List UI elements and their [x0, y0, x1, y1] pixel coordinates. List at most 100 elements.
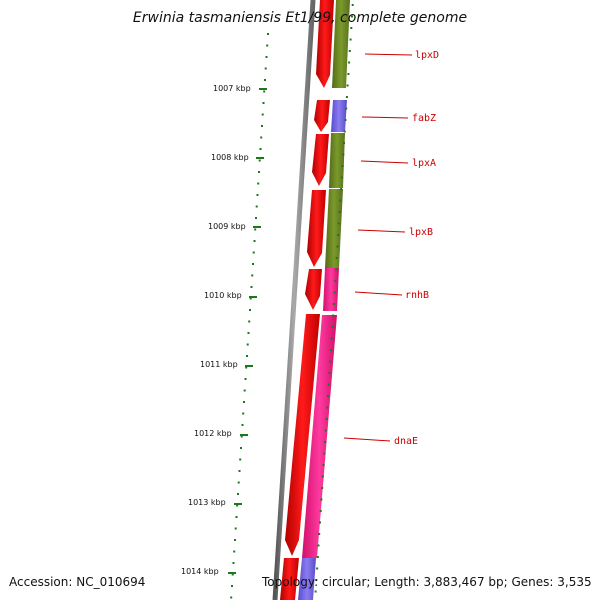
outer-dot — [337, 234, 340, 236]
scale-dot — [244, 378, 247, 380]
outer-dot — [328, 372, 331, 374]
genome-summary-text: Topology: circular; Length: 3,883,467 bp… — [262, 575, 592, 589]
scale-dot — [243, 389, 246, 392]
outer-dot — [335, 257, 338, 259]
outer-dot — [347, 73, 350, 75]
outer-dot — [351, 15, 353, 18]
outer-dot — [348, 50, 351, 52]
outer-dot — [346, 84, 349, 87]
scale-dot — [249, 309, 251, 311]
outer-dot — [322, 464, 325, 466]
scale-dot — [239, 458, 242, 461]
leader-line-lpxD — [364, 53, 413, 56]
scale-label-1011: 1011 kbp — [200, 360, 238, 369]
scale-dot — [250, 286, 253, 288]
scale-dot — [238, 470, 241, 472]
gene-labels: lpxD fabZ lpxA lpxB rnhB dnaE — [394, 50, 439, 447]
scale-dot — [240, 435, 243, 438]
scale-label-1010: 1010 kbp — [204, 291, 242, 300]
feature-olive-top — [332, 0, 350, 88]
outer-dot — [340, 188, 343, 190]
outer-dot — [326, 406, 329, 409]
feature-purple-fabZ — [331, 100, 347, 132]
leader-line-lpxA — [360, 160, 409, 164]
cds-block-bottom — [280, 558, 299, 600]
outer-dot — [350, 27, 353, 29]
scale-dot — [234, 527, 237, 530]
scale-dot — [266, 44, 269, 47]
outer-dot — [320, 498, 323, 501]
scale-dot — [257, 182, 260, 185]
outer-dot — [332, 314, 335, 317]
scale-dot — [237, 481, 240, 484]
outer-dot — [321, 487, 324, 489]
scale-dot — [231, 585, 233, 587]
feature-track-outer — [298, 0, 350, 600]
outer-dot — [329, 360, 332, 363]
outer-dot — [349, 38, 352, 41]
scale-dot — [237, 493, 239, 495]
scale-label-1013: 1013 kbp — [188, 498, 226, 507]
scale-dot — [258, 171, 260, 173]
scale-dot — [252, 251, 255, 254]
accession-text: Accession: NC_010694 — [9, 575, 146, 589]
outer-dot — [321, 475, 324, 478]
scale-ticks: 1007 kbp 1008 kbp 1009 kbp 1010 kbp 1011… — [181, 84, 267, 576]
scale-label-1009: 1009 kbp — [208, 222, 246, 231]
scale-dot — [251, 274, 254, 277]
outer-dotted-lines — [314, 4, 354, 593]
scale-dot — [260, 136, 263, 139]
gene-label-fabZ: fabZ — [412, 113, 436, 124]
outer-dot — [343, 130, 346, 133]
gene-label-dnaE: dnaE — [394, 436, 418, 447]
outer-dot — [332, 303, 335, 305]
leader-line-fabZ — [361, 116, 409, 119]
outer-dot — [334, 280, 337, 282]
feature-magenta-rnhB — [323, 268, 339, 311]
scale-dot — [233, 550, 236, 553]
scale-label-1008: 1008 kbp — [211, 153, 249, 162]
scale-dot — [236, 504, 239, 507]
scale-dot — [261, 113, 264, 116]
scale-dot — [261, 125, 263, 127]
gene-label-leaders — [343, 53, 413, 442]
scale-dot — [241, 424, 244, 426]
scale-dot — [264, 67, 267, 70]
gene-label-lpxD: lpxD — [415, 50, 439, 61]
cds-arrow-rnhB — [305, 269, 322, 310]
scale-dot — [240, 447, 242, 449]
outer-dot — [343, 142, 345, 144]
scale-dot — [255, 217, 257, 219]
cds-arrow-lpxA — [312, 134, 329, 186]
gene-label-rnhB: rnhB — [405, 290, 429, 301]
scale-dot — [248, 320, 251, 323]
scale-dot — [235, 516, 238, 518]
outer-dot — [331, 326, 334, 328]
scale-dot — [263, 90, 266, 93]
scale-dot — [247, 332, 250, 334]
scale-label-1007: 1007 kbp — [213, 84, 251, 93]
scale-dot — [245, 366, 248, 369]
scale-dot — [246, 355, 248, 357]
scale-dotted-line — [230, 33, 269, 599]
scale-dot — [253, 240, 256, 242]
cds-arrow-lpxD — [316, 0, 334, 88]
cds-arrow-lpxB — [307, 190, 326, 267]
outer-dot — [348, 61, 351, 64]
gene-label-lpxB: lpxB — [409, 227, 433, 238]
outer-dot — [314, 590, 317, 593]
scale-dot — [264, 79, 266, 81]
scale-label-1012: 1012 kbp — [194, 429, 232, 438]
scale-dot — [252, 263, 254, 265]
scale-dot — [262, 102, 265, 104]
outer-dot — [342, 153, 345, 156]
leader-line-rnhB — [354, 291, 403, 296]
outer-dot — [330, 337, 333, 340]
cds-arrow-dnaE — [285, 314, 320, 556]
cds-track-forward — [280, 0, 334, 600]
outer-dot — [325, 418, 328, 420]
scale-dot — [254, 228, 257, 231]
scale-dot — [255, 205, 258, 208]
outer-dot — [333, 291, 336, 294]
